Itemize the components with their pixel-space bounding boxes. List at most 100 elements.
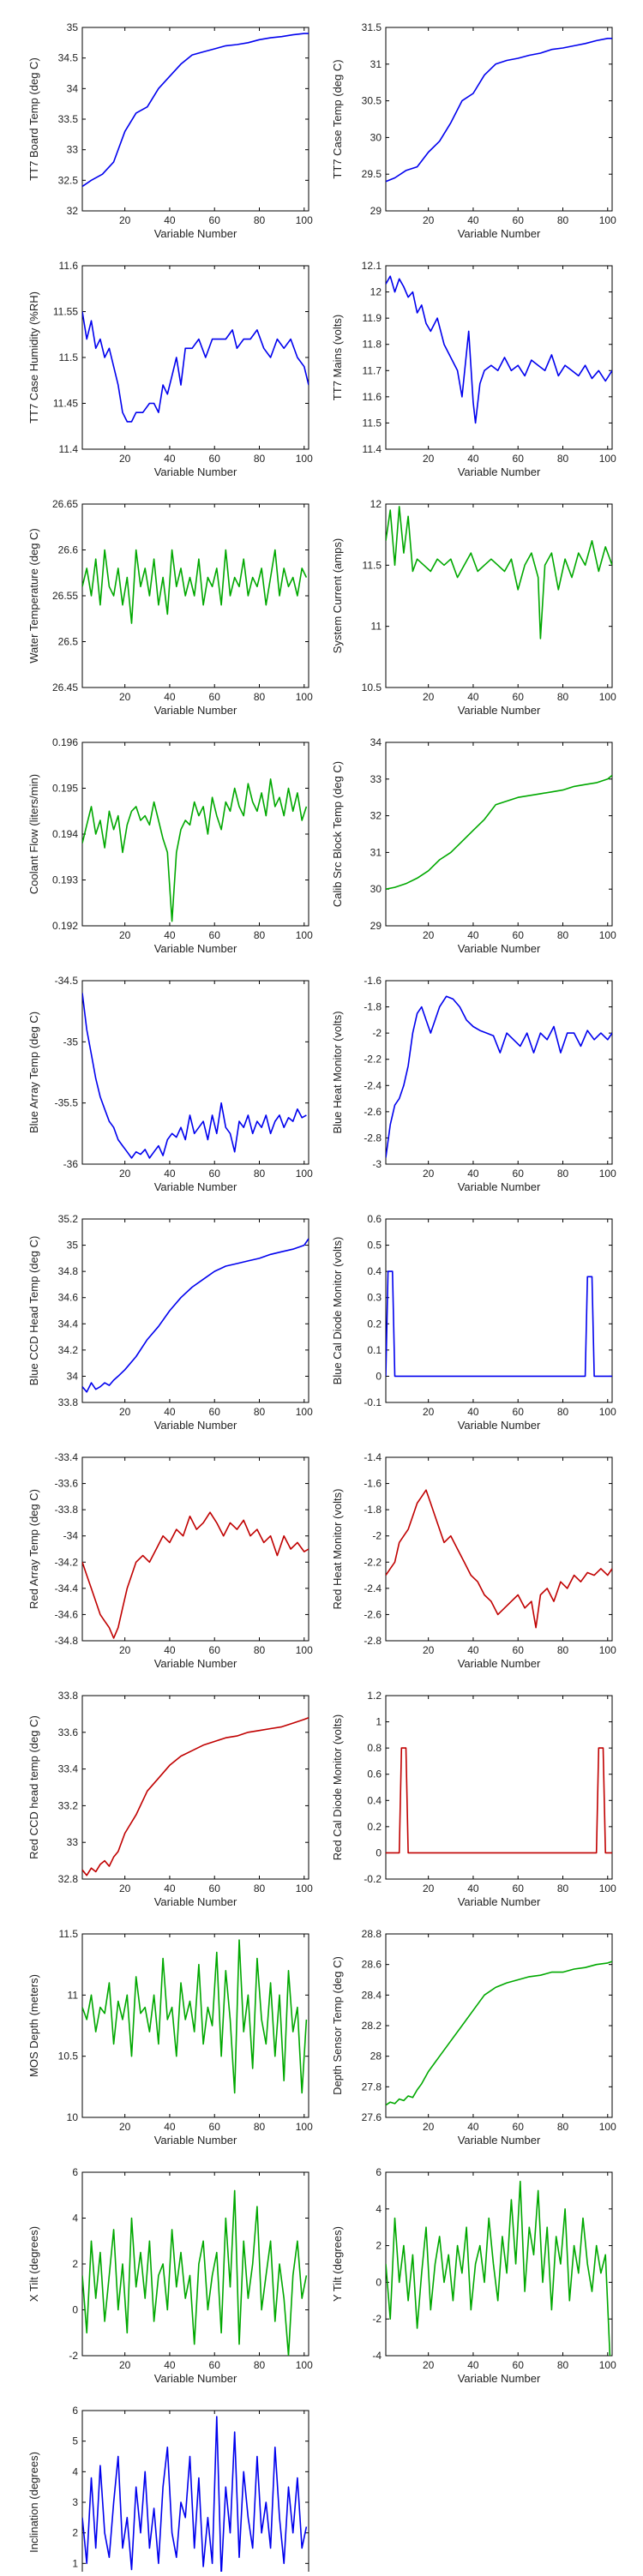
series-line: [82, 549, 308, 624]
series-line: [386, 995, 612, 1158]
series-line: [82, 2189, 308, 2356]
y-tick-label: 26.6: [58, 544, 79, 556]
y-tick-label: 28.6: [362, 1959, 382, 1971]
series-line: [386, 1747, 612, 1854]
x-axis-label: Variable Number: [154, 704, 237, 717]
y-tick-label: -1.6: [364, 1478, 382, 1490]
plot-frame: [81, 980, 309, 1165]
y-tick-label: 33: [67, 1836, 79, 1848]
x-axis-label: Variable Number: [154, 227, 237, 240]
x-tick-label: 100: [296, 453, 313, 465]
x-axis-label: Variable Number: [458, 2372, 541, 2385]
x-tick-label: 80: [557, 1882, 569, 1894]
y-tick-label: 28.8: [362, 1928, 382, 1940]
x-tick-label: 80: [254, 1644, 266, 1656]
chart-panel-20: 20 40 60 80 100 -4 -2 0 2 4 6 Variable Number Y Tilt…: [331, 2166, 616, 2385]
x-tick-label: 80: [254, 2359, 266, 2371]
chart-panel-18: 20 40 60 80 100 27.6 27.8 28 28.2 28.4 28.6 28.8 Var…: [331, 1928, 616, 2147]
x-tick-label: 60: [209, 2121, 221, 2133]
y-tick-label: 0: [376, 1846, 382, 1858]
y-tick-label: 11.5: [363, 559, 382, 571]
x-axis-label: Variable Number: [458, 1895, 541, 1908]
series-line: [386, 1270, 612, 1378]
y-tick-label: 12.1: [362, 260, 382, 272]
y-tick-label: 30: [370, 883, 382, 895]
y-tick-label: 31: [370, 846, 382, 858]
x-tick-label: 100: [599, 1644, 616, 1656]
y-tick-label: 11: [68, 1989, 79, 2001]
x-tick-label: 100: [599, 1882, 616, 1894]
y-tick-label: 34.5: [58, 52, 79, 64]
x-tick-label: 80: [557, 691, 569, 703]
x-tick-label: 20: [119, 453, 131, 465]
y-tick-label: 26.65: [52, 498, 78, 510]
x-tick-label: 60: [209, 691, 221, 703]
y-tick-label: -2.4: [364, 1582, 382, 1594]
series-line: [386, 1489, 612, 1629]
y-tick-label: 34.4: [58, 1318, 79, 1330]
y-tick-label: -36: [63, 1158, 79, 1170]
y-tick-label: 3: [72, 2496, 78, 2508]
series-line: [386, 506, 612, 639]
y-tick-label: -0.2: [364, 1873, 382, 1885]
x-tick-label: 100: [599, 2359, 616, 2371]
x-tick-label: 20: [119, 691, 131, 703]
x-tick-label: 80: [557, 1406, 569, 1418]
plot-frame: [81, 2410, 309, 2576]
y-tick-label: 29: [370, 205, 382, 217]
x-tick-label: 40: [467, 1406, 479, 1418]
y-tick-label: 5: [72, 2435, 78, 2447]
y-tick-label: 0.2: [367, 1318, 382, 1330]
plot-frame: [385, 1933, 613, 2118]
x-axis-label: Variable Number: [458, 465, 541, 478]
x-tick-label: 100: [296, 1882, 313, 1894]
x-tick-label: 60: [513, 1406, 525, 1418]
y-tick-label: -34.6: [55, 1608, 79, 1620]
y-tick-label: 11.6: [59, 260, 79, 272]
x-tick-label: 100: [296, 691, 313, 703]
chart-panel-12: 20 40 60 80 100 -0.1 0 0.1 0.2 0.3 0.4 0.5 0.6 Variab…: [331, 1213, 616, 1432]
x-tick-label: 80: [254, 2121, 266, 2133]
x-tick-label: 40: [164, 2359, 176, 2371]
x-axis-label: Variable Number: [458, 227, 541, 240]
y-tick-label: -1.8: [364, 1504, 382, 1516]
x-tick-label: 20: [119, 929, 131, 941]
y-tick-label: -2: [372, 2313, 382, 2325]
y-tick-label: 4: [376, 2203, 382, 2215]
y-tick-label: 34.6: [58, 1292, 79, 1304]
x-tick-label: 80: [557, 2121, 569, 2133]
y-tick-label: 0.5: [367, 1240, 382, 1252]
y-tick-label: -0.1: [364, 1396, 382, 1408]
plot-frame: [81, 742, 309, 927]
y-tick-label: 0.8: [367, 1742, 382, 1754]
y-tick-label: 6: [72, 2405, 78, 2417]
x-tick-label: 100: [599, 453, 616, 465]
x-axis-label: Variable Number: [458, 704, 541, 717]
y-tick-label: -33.4: [55, 1451, 79, 1463]
y-axis-label: Calib Src Block Temp (deg C): [331, 761, 344, 907]
x-tick-label: 60: [513, 214, 525, 226]
x-tick-label: 100: [296, 214, 313, 226]
plot-frame: [81, 1933, 309, 2118]
plot-frame: [385, 742, 613, 927]
x-tick-label: 20: [423, 1406, 435, 1418]
chart-panel-21: 204060801000123456Variable NumberInclina…: [27, 2405, 309, 2576]
y-tick-label: 12: [370, 286, 382, 298]
x-tick-label: 60: [513, 2359, 525, 2371]
y-tick-label: 34.2: [58, 1344, 79, 1356]
x-tick-label: 80: [254, 1882, 266, 1894]
y-tick-label: 6: [72, 2166, 78, 2178]
series-line: [386, 2180, 611, 2356]
x-tick-label: 60: [209, 1882, 221, 1894]
y-tick-label: 35: [67, 1240, 79, 1252]
x-tick-label: 40: [467, 691, 479, 703]
series-line: [82, 311, 309, 423]
y-tick-label: 11.5: [59, 1928, 79, 1940]
y-tick-label: 11.6: [363, 391, 382, 403]
y-tick-label: 29.5: [362, 168, 382, 180]
chart-panel-4: 20 40 60 80 100 11.4 11.5 11.6 11.7 11.8 11.9 12 12.…: [331, 260, 616, 478]
x-tick-label: 20: [423, 214, 435, 226]
y-tick-label: -34.5: [55, 975, 79, 987]
y-tick-label: 0.6: [367, 1213, 382, 1225]
y-tick-label: 0.195: [52, 783, 78, 795]
